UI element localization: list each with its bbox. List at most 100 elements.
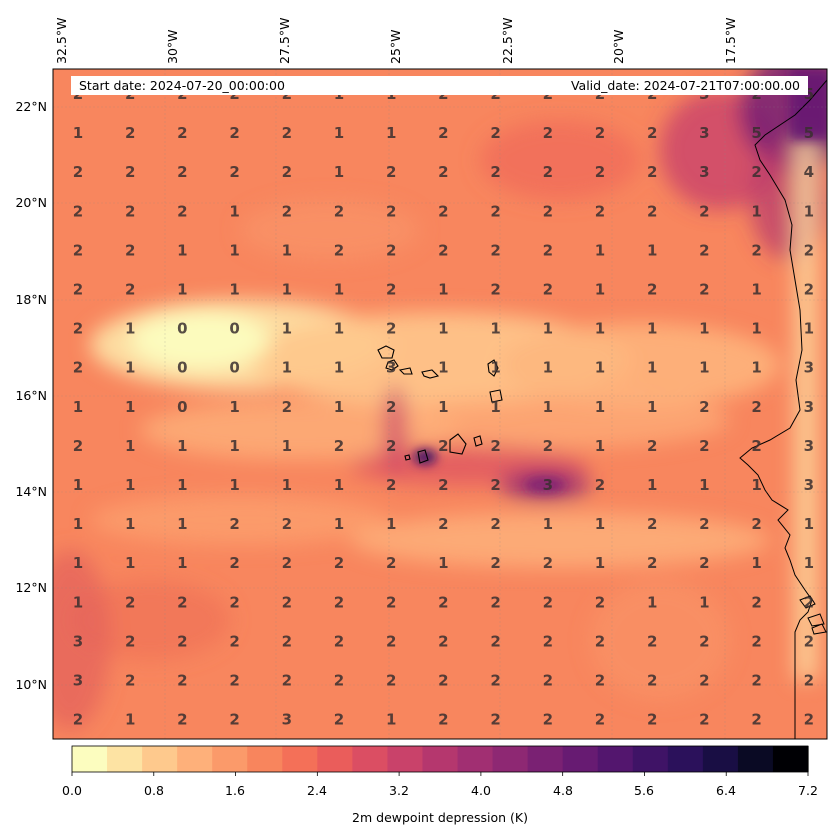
grid-value: 2 xyxy=(334,241,344,259)
grid-value: 2 xyxy=(647,202,657,220)
grid-value: 2 xyxy=(543,593,553,611)
grid-value: 1 xyxy=(282,437,292,455)
map-field: 2 2 2 2 2 1 1 2 2 2 2 2 3 2 5 1 2 2 2 2 1 1 2 2 2 2 2 3 5 5 2 2 2 2 2 1 2 2 2 2… xyxy=(53,69,827,739)
grid-value: 1 xyxy=(543,398,553,416)
grid-value: 2 xyxy=(804,241,814,259)
grid-value: 2 xyxy=(699,241,709,259)
grid-value: 2 xyxy=(438,124,448,142)
grid-value: 1 xyxy=(543,320,553,338)
colorbar-tick-label: 5.6 xyxy=(634,783,654,798)
grid-value: 3 xyxy=(386,359,396,377)
grid-value: 2 xyxy=(73,163,83,181)
grid-value: 2 xyxy=(282,515,292,533)
grid-value: 2 xyxy=(595,163,605,181)
grid-value: 2 xyxy=(490,124,500,142)
grid-value: 1 xyxy=(177,241,187,259)
grid-value: 2 xyxy=(595,632,605,650)
grid-value: 2 xyxy=(751,711,761,729)
grid-value: 1 xyxy=(647,241,657,259)
grid-value: 2 xyxy=(73,359,83,377)
grid-value: 2 xyxy=(699,437,709,455)
grid-value: 1 xyxy=(751,281,761,299)
grid-value: 1 xyxy=(438,359,448,377)
grid-value: 1 xyxy=(334,398,344,416)
lon-label: 30°W xyxy=(165,29,180,64)
grid-value: 1 xyxy=(334,163,344,181)
grid-value: 2 xyxy=(229,593,239,611)
grid-value: 2 xyxy=(229,632,239,650)
colorbar-swatch xyxy=(142,746,178,772)
colorbar-frame xyxy=(71,745,809,773)
grid-value: 2 xyxy=(543,124,553,142)
colorbar-swatch xyxy=(702,746,739,772)
grid-value: 2 xyxy=(125,163,135,181)
grid-value: 1 xyxy=(177,281,187,299)
grid-value: 1 xyxy=(699,359,709,377)
grid-value: 1 xyxy=(73,515,83,533)
colorbar-swatch xyxy=(772,746,809,772)
grid-value: 2 xyxy=(595,202,605,220)
grid-value: 2 xyxy=(699,711,709,729)
grid-value: 2 xyxy=(490,515,500,533)
colorbar-title: 2m dewpoint depression (K) xyxy=(352,810,528,825)
grid-value: 2 xyxy=(282,124,292,142)
colorbar xyxy=(71,745,809,776)
grid-value: 2 xyxy=(229,163,239,181)
grid-value: 2 xyxy=(543,202,553,220)
colorbar-swatch xyxy=(492,746,529,772)
grid-value: 1 xyxy=(125,398,135,416)
grid-value: 2 xyxy=(438,632,448,650)
grid-value: 3 xyxy=(804,437,814,455)
grid-value: 2 xyxy=(751,672,761,690)
colorbar-swatch xyxy=(387,746,424,772)
grid-value: 1 xyxy=(438,554,448,572)
grid-value: 2 xyxy=(699,632,709,650)
grid-value: 2 xyxy=(386,593,396,611)
grid-value: 1 xyxy=(699,476,709,494)
grid-value: 2 xyxy=(386,202,396,220)
grid-value: 1 xyxy=(73,124,83,142)
cabo-verde-islands xyxy=(377,345,503,464)
grid-value: 2 xyxy=(543,632,553,650)
grid-value: 2 xyxy=(699,281,709,299)
grid-value: 1 xyxy=(386,124,396,142)
grid-value: 2 xyxy=(334,672,344,690)
grid-value: 2 xyxy=(543,241,553,259)
grid-value: 2 xyxy=(543,163,553,181)
grid-value: 2 xyxy=(229,554,239,572)
grid-value: 2 xyxy=(229,672,239,690)
grid-value: 1 xyxy=(751,554,761,572)
grid-value: 2 xyxy=(543,554,553,572)
grid-value: 2 xyxy=(386,320,396,338)
colorbar-swatch xyxy=(107,746,143,772)
grid-value: 2 xyxy=(647,124,657,142)
grid-value: 2 xyxy=(647,632,657,650)
grid-value: 1 xyxy=(699,320,709,338)
grid-value: 2 xyxy=(125,281,135,299)
grid-value: 5 xyxy=(804,124,814,142)
grid-value: 2 xyxy=(125,632,135,650)
grid-value: 2 xyxy=(73,437,83,455)
grid-value: 2 xyxy=(73,320,83,338)
grid-value: 1 xyxy=(647,320,657,338)
lat-label: 18°N xyxy=(15,292,47,307)
grid-value: 2 xyxy=(282,593,292,611)
grid-value: 1 xyxy=(438,398,448,416)
lat-label: 20°N xyxy=(15,195,47,210)
grid-value: 1 xyxy=(595,515,605,533)
lat-label: 16°N xyxy=(15,388,47,403)
grid-value: 1 xyxy=(177,437,187,455)
grid-value: 1 xyxy=(595,437,605,455)
lon-label: 20°W xyxy=(611,29,626,64)
grid-value: 2 xyxy=(386,241,396,259)
grid-value: 2 xyxy=(804,632,814,650)
grid-value: 2 xyxy=(438,711,448,729)
colorbar-tick-label: 2.4 xyxy=(307,783,327,798)
grid-value: 2 xyxy=(543,437,553,455)
grid-value: 2 xyxy=(751,437,761,455)
longitude-labels: 32.5°W 30°W 27.5°W 25°W 22.5°W 20°W 17.5… xyxy=(54,18,738,64)
grid-value: 2 xyxy=(438,241,448,259)
colorbar-swatch xyxy=(632,746,669,772)
grid-value: 0 xyxy=(177,359,187,377)
grid-value: 1 xyxy=(334,320,344,338)
